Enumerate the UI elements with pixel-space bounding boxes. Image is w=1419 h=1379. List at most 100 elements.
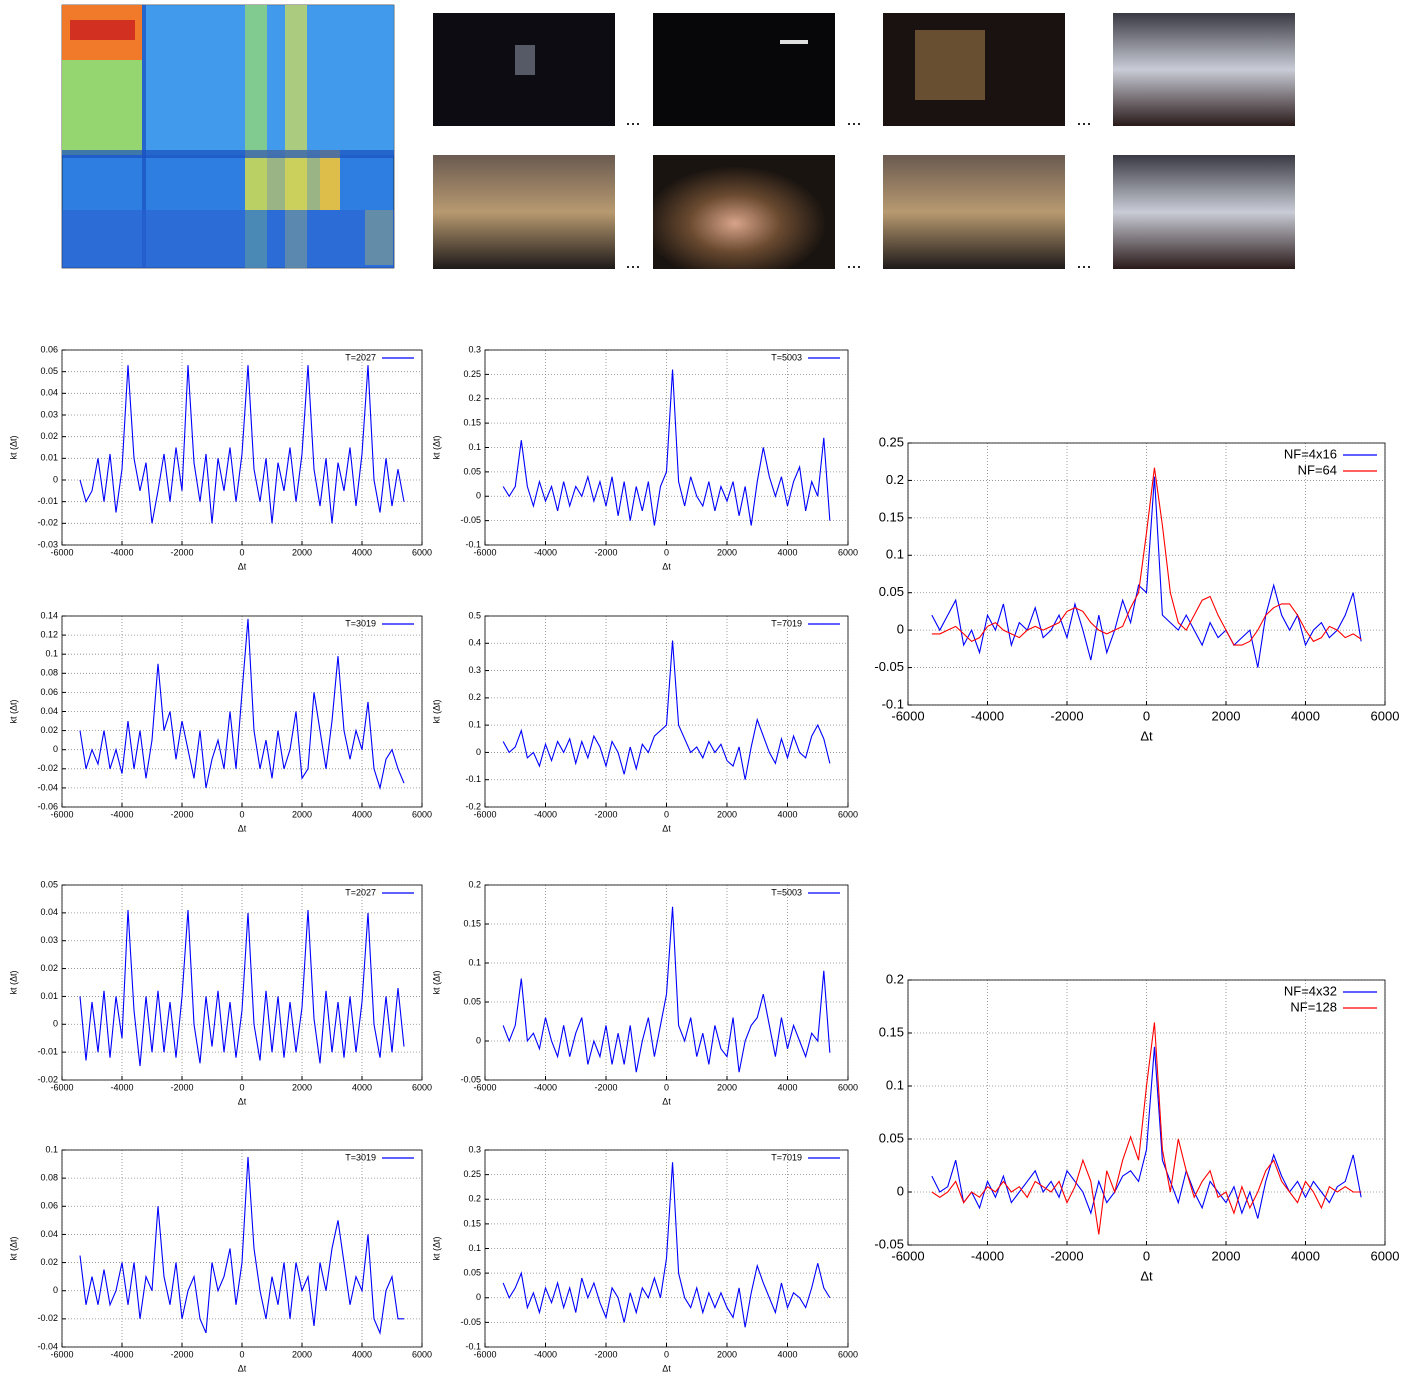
y-tick-label: 0 — [476, 491, 481, 501]
x-axis-label: Δt — [1140, 1268, 1153, 1283]
x-tick-label: -2000 — [1050, 1248, 1083, 1263]
x-axis-label: Δt — [662, 561, 671, 571]
x-tick-label: -4000 — [534, 809, 557, 819]
y-tick-label: 0.05 — [879, 584, 904, 599]
y-tick-label: -0.01 — [37, 496, 58, 506]
x-tick-label: 4000 — [352, 809, 372, 819]
x-tick-label: 6000 — [1371, 708, 1400, 723]
x-tick-label: 2000 — [1212, 1248, 1241, 1263]
y-tick-label: 0.5 — [468, 610, 481, 620]
x-tick-label: -6000 — [50, 809, 73, 819]
series-line — [931, 1022, 1362, 1235]
x-tick-label: -4000 — [971, 708, 1004, 723]
y-tick-label: 0.02 — [40, 725, 58, 735]
frame — [653, 155, 835, 269]
x-axis-label: Δt — [1140, 728, 1153, 743]
x-tick-label: 0 — [239, 1349, 244, 1359]
x-tick-label: 6000 — [412, 1082, 432, 1092]
y-tick-label: 0.1 — [45, 1144, 58, 1154]
legend-label: NF=64 — [1298, 462, 1337, 477]
chart: -0.05 0 0.05 0.1 0.15 0.2 -6000 -4000 -2000 0 2000… — [874, 971, 1399, 1283]
x-tick-label: -2000 — [594, 809, 617, 819]
y-tick-label: 0.06 — [40, 344, 58, 354]
y-tick-label: 0.2 — [468, 879, 481, 889]
legend-label: T=2027 — [345, 887, 376, 897]
chart: -0.03 -0.02 -0.01 0 0.01 0.02 0.03 0.04 0.05 0.06… — [8, 344, 432, 571]
y-tick-label: -0.2 — [465, 801, 481, 811]
x-tick-label: 6000 — [412, 547, 432, 557]
x-axis-label: Δt — [238, 823, 247, 833]
y-tick-label: -0.03 — [37, 539, 58, 549]
x-tick-label: -6000 — [473, 547, 496, 557]
series-line — [502, 906, 831, 1073]
ellipsis: ... — [846, 252, 861, 272]
y-tick-label: 0 — [476, 747, 481, 757]
y-axis-label: kt (Δt) — [8, 1236, 18, 1260]
y-tick-label: 0.15 — [463, 1218, 481, 1228]
y-tick-label: 0.15 — [463, 418, 481, 428]
y-tick-label: -0.05 — [874, 1236, 904, 1251]
chart: -0.1 -0.05 0 0.05 0.1 0.15 0.2 0.25 0.3 -6000 -400… — [431, 344, 858, 571]
x-tick-label: 6000 — [412, 1349, 432, 1359]
video-frames: ... ... ... ... ... ... — [433, 13, 1295, 272]
x-tick-label: -6000 — [50, 1082, 73, 1092]
y-tick-label: -0.01 — [37, 1047, 58, 1057]
y-tick-label: 0.25 — [879, 434, 904, 449]
series-line — [931, 467, 1362, 646]
x-axis-label: Δt — [662, 823, 671, 833]
x-tick-label: 4000 — [352, 1082, 372, 1092]
plot-frame — [484, 884, 849, 1081]
x-tick-label: 4000 — [1291, 708, 1320, 723]
plot-frame — [484, 615, 849, 808]
y-tick-label: 0.05 — [40, 366, 58, 376]
chart: -0.1 -0.05 0 0.05 0.1 0.15 0.2 0.25 0.3 -6000 -400… — [431, 1144, 858, 1373]
x-tick-label: -2000 — [594, 1349, 617, 1359]
y-tick-label: 0.04 — [40, 388, 58, 398]
x-tick-label: -4000 — [971, 1248, 1004, 1263]
x-tick-label: -2000 — [170, 809, 193, 819]
x-tick-label: -4000 — [534, 1349, 557, 1359]
y-tick-label: 0.25 — [463, 1169, 481, 1179]
y-tick-label: -0.05 — [874, 659, 904, 674]
y-axis-label: kt (Δt) — [8, 435, 18, 459]
y-tick-label: 0 — [53, 744, 58, 754]
y-tick-label: 0.1 — [45, 649, 58, 659]
x-tick-label: -6000 — [891, 1248, 924, 1263]
x-tick-label: 6000 — [838, 1349, 858, 1359]
ellipsis: ... — [1076, 252, 1091, 272]
legend-label: T=3019 — [345, 618, 376, 628]
y-tick-label: -0.02 — [37, 763, 58, 773]
x-tick-label: 0 — [1143, 1248, 1150, 1263]
ellipsis: ... — [1076, 109, 1091, 129]
x-tick-label: 2000 — [717, 809, 737, 819]
ellipsis: ... — [625, 109, 640, 129]
x-tick-label: -2000 — [594, 1082, 617, 1092]
y-tick-label: 0.05 — [40, 879, 58, 889]
y-tick-label: 0.14 — [40, 610, 58, 620]
x-tick-label: -4000 — [110, 1082, 133, 1092]
y-tick-label: 0.04 — [40, 1229, 58, 1239]
y-tick-label: 0.2 — [886, 472, 904, 487]
x-tick-label: 0 — [239, 547, 244, 557]
frame — [653, 13, 835, 126]
y-tick-label: 0.15 — [463, 918, 481, 928]
legend-label: NF=4x32 — [1284, 983, 1337, 998]
y-tick-label: 0.2 — [886, 971, 904, 986]
y-tick-label: -0.04 — [37, 1341, 58, 1351]
y-tick-label: -0.05 — [460, 515, 481, 525]
x-tick-label: -6000 — [473, 1082, 496, 1092]
y-axis-label: kt (Δt) — [431, 970, 441, 994]
x-tick-label: -4000 — [110, 1349, 133, 1359]
x-tick-label: 0 — [664, 809, 669, 819]
y-tick-label: -0.02 — [37, 518, 58, 528]
x-tick-label: -2000 — [170, 547, 193, 557]
legend-label: T=5003 — [771, 887, 802, 897]
ellipsis: ... — [625, 252, 640, 272]
series-line — [502, 369, 831, 526]
y-tick-label: -0.1 — [465, 539, 481, 549]
y-tick-label: 0.2 — [468, 393, 481, 403]
x-tick-label: 6000 — [1371, 1248, 1400, 1263]
y-tick-label: -0.04 — [37, 782, 58, 792]
y-tick-label: 0 — [53, 474, 58, 484]
y-tick-label: 0 — [53, 1019, 58, 1029]
